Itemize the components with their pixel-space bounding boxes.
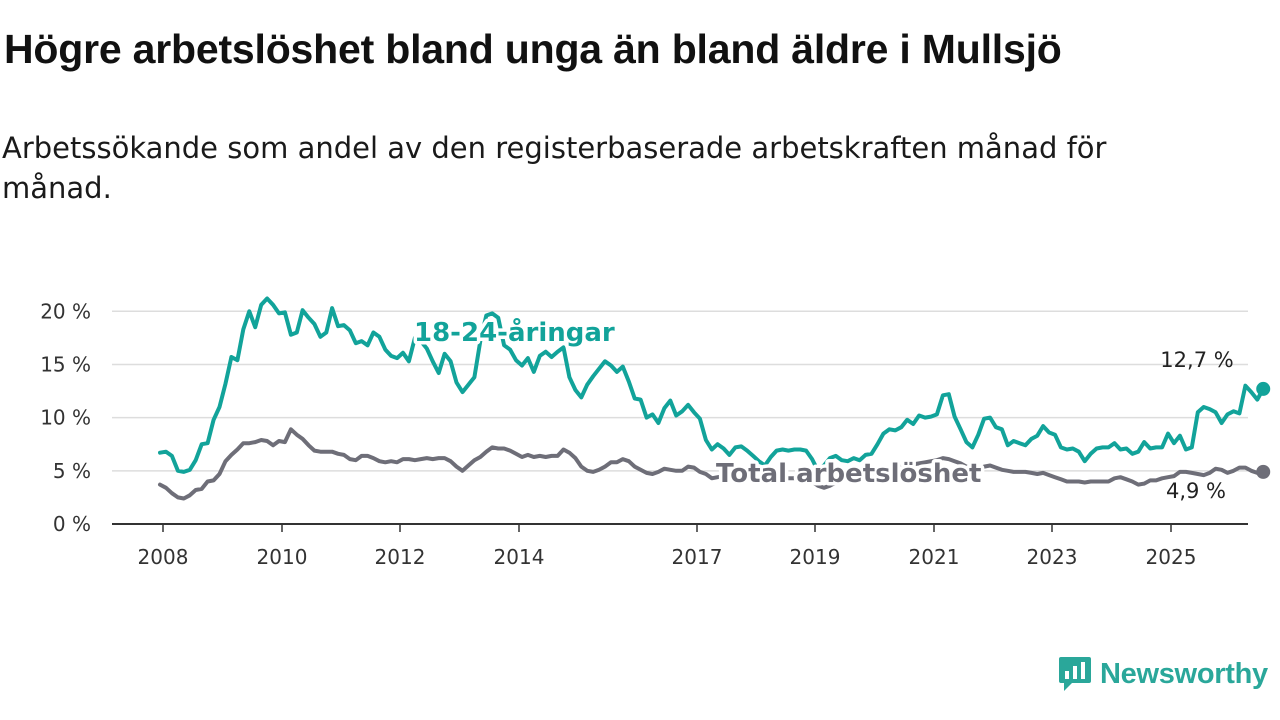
x-axis: 2008 2010 2012 2014 2017 2019 2021 2023 2025 [112, 523, 1248, 569]
y-tick-label: 5 % [53, 459, 91, 483]
youth-end-point [1256, 381, 1271, 396]
x-tick-label: 2025 [1146, 545, 1197, 569]
total-series-line [158, 427, 1266, 501]
youth-series-label: 18-24-åringar [414, 316, 615, 348]
gridlines [112, 310, 1248, 472]
x-tick-label: 2010 [257, 545, 308, 569]
total-series-label: Total arbetslöshet [716, 459, 981, 489]
x-tick-label: 2023 [1027, 545, 1078, 569]
x-tick-label: 2019 [790, 545, 841, 569]
series-lines [158, 296, 1271, 501]
brand-logo: Newsworthy [1058, 654, 1268, 694]
brand-name: Newsworthy [1100, 657, 1268, 690]
x-tick-label: 2017 [672, 545, 723, 569]
x-tick-label: 2008 [138, 545, 189, 569]
x-tick-label: 2014 [494, 545, 545, 569]
x-tick-label: 2012 [375, 545, 426, 569]
y-tick-label: 15 % [40, 352, 91, 376]
y-tick-label: 20 % [40, 299, 91, 323]
chart-title: Högre arbetslöshet bland unga än bland ä… [4, 26, 1062, 72]
newsworthy-logo-icon [1059, 657, 1091, 691]
youth-series-line [158, 296, 1266, 474]
y-tick-label: 10 % [40, 406, 91, 430]
series-labels: 18-24-åringar Total arbetslöshet 12,7 % 4,9… [411, 313, 1234, 504]
y-axis-ticks: 0 % 5 % 10 % 15 % 20 % [40, 299, 91, 536]
x-tick-label: 2021 [909, 545, 960, 569]
total-end-value-label: 4,9 % [1166, 479, 1226, 503]
chart-subtitle: Arbetssökande som andel av den registerb… [2, 131, 1107, 205]
youth-end-value-label: 12,7 % [1160, 348, 1233, 372]
y-tick-label: 0 % [53, 512, 91, 536]
total-end-point [1256, 464, 1271, 479]
